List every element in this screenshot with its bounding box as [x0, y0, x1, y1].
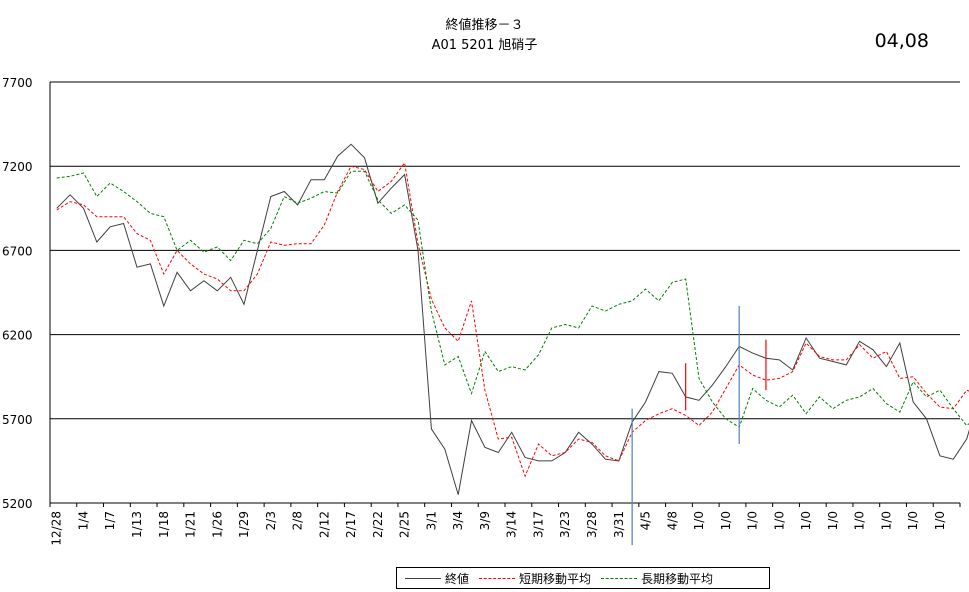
x-tick-label: 3/9	[478, 511, 492, 530]
date-stamp: 04,08	[874, 30, 929, 52]
x-tick-label: 1/18	[157, 511, 171, 538]
y-tick-label: 5200	[2, 497, 33, 511]
legend-swatch-close	[405, 577, 441, 579]
x-tick-label: 1/0	[692, 511, 706, 530]
x-tick-label: 4/5	[639, 511, 653, 530]
y-tick-label: 6700	[2, 244, 33, 258]
x-tick-label: 3/23	[558, 511, 572, 538]
x-tick-label: 3/31	[612, 511, 626, 538]
x-tick-label: 3/14	[505, 511, 519, 538]
x-tick-label: 1/0	[879, 511, 893, 530]
y-tick-label: 5700	[2, 413, 33, 427]
series-short-ma	[56, 161, 969, 478]
legend-swatch-long-ma	[601, 577, 638, 579]
x-tick-label: 1/0	[772, 511, 786, 530]
x-tick-label: 2/3	[264, 511, 278, 530]
x-tick-label: 2/8	[291, 511, 305, 530]
series-close	[56, 143, 969, 495]
chart-legend: 終値 短期移動平均 長期移動平均	[396, 567, 770, 589]
x-tick-label: 1/0	[719, 511, 733, 530]
x-tick-label: 4/8	[665, 511, 679, 530]
x-tick-label: 1/0	[826, 511, 840, 530]
y-tick-label: 7200	[2, 160, 33, 174]
x-tick-label: 3/28	[585, 511, 599, 538]
x-tick-label: 1/0	[853, 511, 867, 530]
x-tick-label: 1/29	[237, 511, 251, 538]
legend-item-short-ma: 短期移動平均	[479, 570, 591, 587]
x-tick-label: 2/25	[398, 511, 412, 538]
x-tick-label: 1/0	[799, 511, 813, 530]
legend-label-short-ma: 短期移動平均	[519, 571, 592, 586]
legend-item-long-ma: 長期移動平均	[601, 570, 713, 587]
x-tick-label: 3/1	[424, 511, 438, 530]
y-tick-label: 6200	[2, 329, 33, 343]
chart-title: 終値推移－３	[445, 18, 524, 33]
x-tick-label: 1/0	[906, 511, 920, 530]
chart-subtitle: A01 5201 旭硝子	[431, 38, 538, 53]
legend-swatch-short-ma	[479, 577, 516, 579]
legend-item-close: 終値	[405, 570, 469, 587]
legend-label-close: 終値	[445, 571, 470, 586]
x-tick-label: 2/12	[317, 511, 331, 538]
x-tick-label: 1/13	[130, 511, 144, 538]
x-tick-label: 12/28	[50, 511, 64, 546]
y-tick-label: 7700	[2, 76, 33, 90]
x-tick-label: 1/21	[184, 511, 198, 538]
x-tick-label: 2/22	[371, 511, 385, 538]
x-tick-label: 1/7	[103, 511, 117, 530]
x-tick-label: 1/0	[933, 511, 947, 530]
x-tick-label: 1/0	[746, 511, 760, 530]
x-tick-label: 3/17	[531, 511, 545, 538]
x-tick-label: 2/17	[344, 511, 358, 538]
legend-label-long-ma: 長期移動平均	[641, 571, 714, 586]
x-tick-label: 1/4	[76, 511, 90, 530]
series-long-ma	[56, 170, 969, 428]
x-tick-label: 3/4	[451, 511, 465, 530]
x-tick-label: 1/26	[210, 511, 224, 538]
